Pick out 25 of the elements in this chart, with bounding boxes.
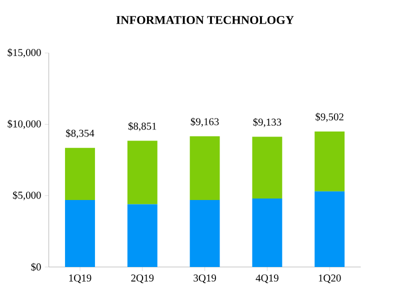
- total-label: $8,851: [128, 122, 156, 132]
- bar: [127, 140, 158, 204]
- bar: [127, 204, 158, 267]
- bar: [190, 136, 220, 200]
- x-tick-label: 3Q19: [194, 274, 216, 284]
- bar: [314, 191, 345, 267]
- x-tick-label: 1Q19: [69, 274, 92, 284]
- bar: [314, 131, 345, 192]
- bar: [65, 148, 95, 200]
- y-tick-label: $10,000: [8, 120, 41, 129]
- total-label: $9,502: [316, 112, 344, 122]
- y-tick-label: $5,000: [12, 191, 41, 200]
- x-tick-label: 2Q19: [131, 274, 154, 284]
- bar: [190, 200, 220, 267]
- total-label: $9,163: [190, 118, 219, 127]
- x-tick-label: 4Q19: [256, 274, 278, 284]
- total-label: $8,354: [66, 129, 94, 138]
- chart-title: INFORMATION TECHNOLOGY: [116, 16, 294, 24]
- x-tick-label: 1Q20: [318, 274, 341, 284]
- y-tick-label: $15,000: [8, 48, 41, 58]
- y-tick-label: $0: [31, 262, 41, 272]
- bar: [65, 200, 95, 267]
- total-label: $9,133: [253, 118, 282, 128]
- bar: [252, 136, 282, 199]
- bar: [252, 198, 282, 267]
